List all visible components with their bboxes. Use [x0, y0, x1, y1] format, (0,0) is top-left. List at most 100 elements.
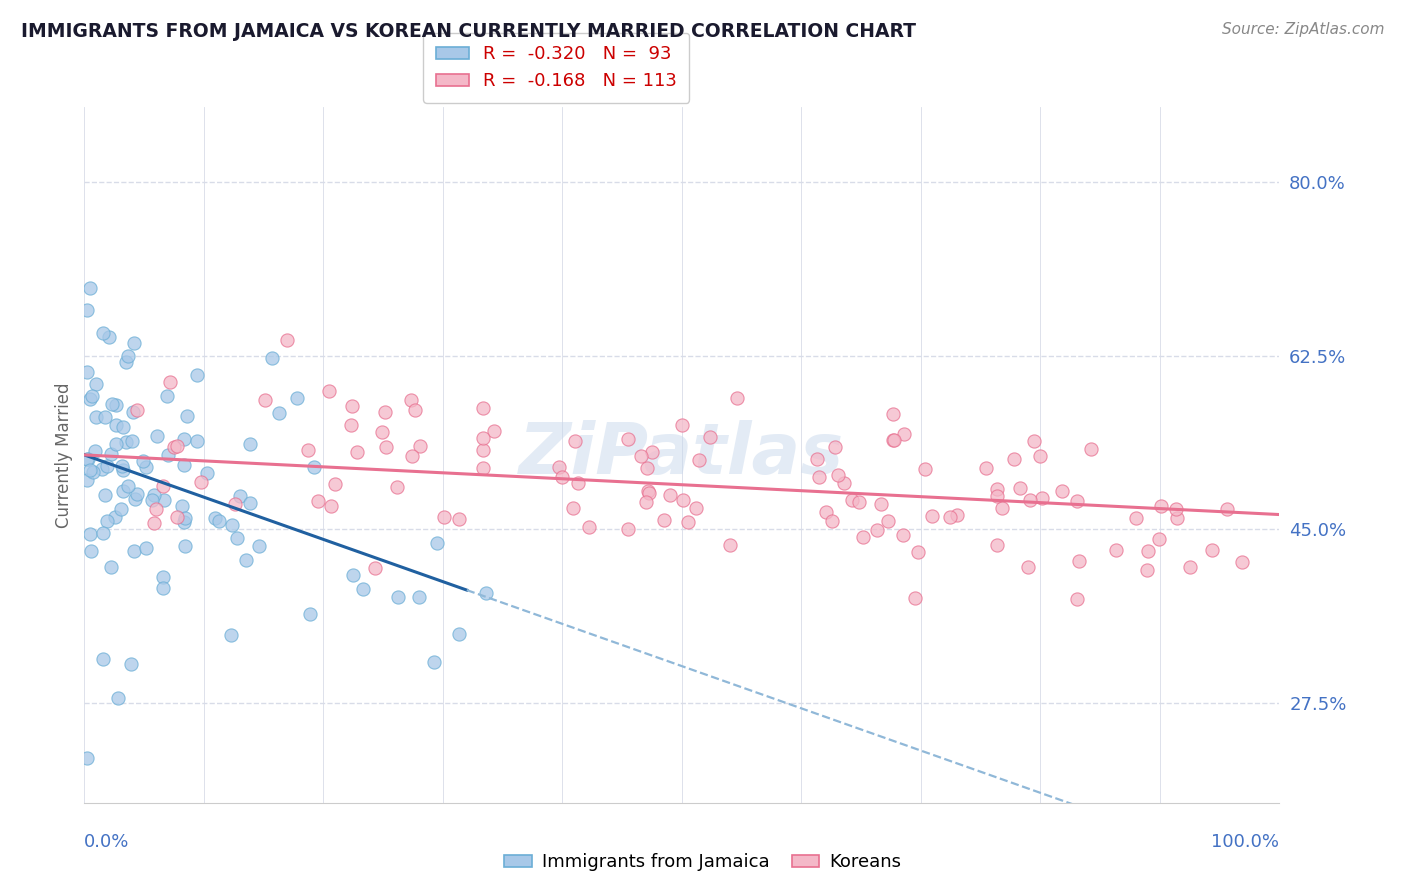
Point [79, 392, 101, 406]
Point [991, 501, 1014, 516]
Point [141, 493, 163, 508]
Point [821, 514, 844, 528]
Point [80, 389, 103, 403]
Point [387, 480, 409, 494]
Point [346, 445, 368, 459]
Point [76, 473, 98, 487]
Point [1066, 494, 1088, 508]
Point [159, 375, 181, 389]
Point [269, 406, 291, 420]
Point [882, 407, 904, 421]
Point [636, 461, 658, 475]
Point [96, 459, 118, 474]
Point [229, 489, 252, 503]
Point [91, 326, 114, 341]
Point [84, 444, 107, 458]
Point [449, 512, 471, 526]
Point [1232, 555, 1254, 569]
Point [107, 691, 129, 706]
Point [638, 485, 661, 500]
Point [1022, 434, 1045, 448]
Point [1166, 511, 1188, 525]
Point [1050, 483, 1073, 498]
Point [945, 508, 967, 523]
Text: IMMIGRANTS FROM JAMAICA VS KOREAN CURRENTLY MARRIED CORRELATION CHART: IMMIGRANTS FROM JAMAICA VS KOREAN CURREN… [21, 22, 917, 41]
Text: 100.0%: 100.0% [1212, 833, 1279, 851]
Point [1008, 481, 1031, 495]
Point [76, 365, 98, 379]
Point [224, 497, 246, 511]
Point [76, 303, 98, 318]
Text: ZiPatlas: ZiPatlas [519, 420, 845, 490]
Point [877, 514, 900, 528]
Point [699, 430, 721, 444]
Point [174, 539, 197, 553]
Point [422, 655, 444, 669]
Point [176, 409, 198, 424]
Point [342, 399, 364, 413]
Point [986, 482, 1008, 496]
Point [475, 586, 498, 600]
Point [221, 518, 243, 533]
Point [112, 484, 135, 499]
Point [827, 467, 849, 482]
Point [815, 505, 838, 519]
Point [152, 492, 174, 507]
Point [671, 418, 693, 433]
Point [76, 751, 98, 765]
Point [1105, 543, 1128, 558]
Point [166, 439, 188, 453]
Point [342, 567, 364, 582]
Point [156, 389, 179, 403]
Point [239, 436, 262, 450]
Point [82, 466, 104, 480]
Point [1178, 560, 1201, 574]
Point [79, 527, 101, 541]
Point [652, 513, 675, 527]
Point [94, 409, 117, 424]
Point [84, 409, 107, 424]
Point [321, 499, 343, 513]
Point [870, 497, 893, 511]
Point [904, 591, 927, 606]
Point [285, 391, 308, 405]
Point [893, 426, 915, 441]
Point [1201, 542, 1223, 557]
Point [806, 451, 828, 466]
Point [239, 496, 262, 510]
Point [114, 435, 136, 450]
Point [190, 475, 212, 489]
Point [824, 440, 846, 454]
Point [117, 350, 139, 364]
Point [364, 560, 387, 574]
Point [672, 492, 695, 507]
Point [142, 516, 165, 530]
Point [146, 429, 169, 443]
Point [105, 437, 128, 451]
Point [986, 538, 1008, 552]
Point [100, 447, 122, 461]
Point [352, 582, 374, 597]
Point [121, 434, 143, 448]
Legend: Immigrants from Jamaica, Koreans: Immigrants from Jamaica, Koreans [498, 847, 908, 879]
Point [387, 590, 409, 604]
Point [401, 449, 423, 463]
Text: Source: ZipAtlas.com: Source: ZipAtlas.com [1222, 22, 1385, 37]
Point [318, 384, 340, 398]
Point [907, 545, 929, 559]
Point [914, 462, 936, 476]
Point [1002, 451, 1025, 466]
Point [105, 417, 128, 432]
Point [658, 488, 681, 502]
Point [276, 334, 298, 348]
Point [143, 488, 166, 502]
Point [112, 420, 135, 434]
Point [104, 509, 127, 524]
Point [110, 502, 132, 516]
Point [297, 443, 319, 458]
Point [145, 502, 167, 516]
Point [472, 461, 495, 475]
Point [976, 460, 998, 475]
Point [472, 401, 495, 416]
Point [152, 570, 174, 584]
